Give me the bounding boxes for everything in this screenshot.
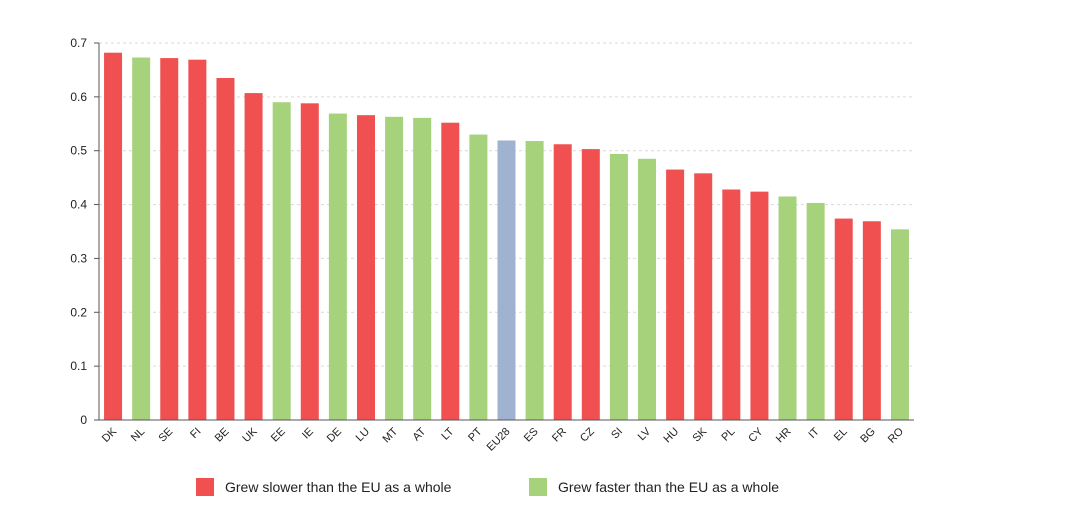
bar-pl [722, 189, 741, 420]
legend-label-faster: Grew faster than the EU as a whole [558, 479, 779, 495]
bar-fi [188, 59, 207, 421]
bar-de [328, 113, 347, 420]
x-tick-label: PL [719, 426, 737, 444]
legend-swatch-slower [196, 478, 214, 496]
y-tick-label: 0.3 [70, 251, 87, 265]
x-tick-label: IT [806, 425, 822, 441]
bar-bg [862, 221, 881, 420]
bar-ie [300, 103, 319, 420]
y-tick-label: 0.5 [70, 144, 87, 158]
x-tick-label: EL [832, 426, 850, 444]
legend: Grew slower than the EU as a whole Grew … [196, 478, 779, 496]
bar-fr [553, 144, 572, 420]
bar-cz [581, 149, 600, 420]
x-tick-label: UK [240, 425, 260, 445]
x-tick-label: HU [662, 426, 682, 446]
bar-se [160, 58, 179, 421]
bar-ro [890, 229, 909, 420]
x-tick-label: SK [690, 425, 709, 444]
x-tick-label: LV [636, 425, 654, 443]
x-tick-label: BG [858, 426, 878, 446]
y-tick-label: 0.6 [70, 90, 87, 104]
bar-uk [244, 93, 263, 420]
bar-eu28 [497, 140, 516, 420]
x-tick-label: ES [522, 426, 541, 445]
x-tick-label: SE [157, 426, 176, 445]
x-tick-label: LU [354, 426, 372, 444]
x-tick-label: CY [746, 425, 766, 445]
bar-sk [694, 173, 713, 420]
x-tick-label: EE [269, 426, 288, 445]
y-tick-label: 0.7 [70, 36, 87, 50]
x-tick-label: HR [774, 426, 794, 446]
y-axis: 0 0.1 0.2 0.3 0.4 0.5 0.6 0.7 [70, 36, 100, 427]
bar-ee [272, 102, 291, 420]
bar-lu [356, 115, 375, 420]
bar-lt [441, 122, 460, 421]
bar-nl [132, 57, 151, 420]
bar-hr [778, 196, 797, 420]
x-tick-label: FR [550, 426, 569, 445]
x-tick-label: DK [100, 425, 120, 445]
bar-dk [104, 52, 123, 421]
x-tick-label: MT [380, 425, 400, 445]
bar-si [609, 153, 628, 420]
bar-mt [385, 116, 404, 420]
bar-pt [469, 134, 488, 421]
y-tick-label: 0 [80, 413, 87, 427]
x-tick-label: AT [410, 425, 428, 443]
gridlines [99, 42, 914, 367]
x-tick-label: EU28 [485, 426, 513, 454]
x-tick-label: PT [466, 425, 485, 444]
bar-be [216, 78, 235, 420]
x-tick-label: DE [325, 426, 344, 445]
x-tick-label: FI [188, 426, 203, 441]
bar-es [525, 141, 544, 420]
x-tick-label: NL [129, 426, 147, 444]
bar-hu [666, 169, 685, 420]
legend-label-slower: Grew slower than the EU as a whole [225, 479, 452, 495]
bar-el [834, 218, 853, 420]
y-tick-label: 0.1 [70, 359, 87, 373]
y-tick-label: 0.4 [70, 198, 87, 212]
bar-lv [638, 158, 657, 421]
x-tick-label: IE [300, 426, 316, 442]
legend-swatch-faster [529, 478, 547, 496]
bar-at [413, 117, 432, 421]
x-tick-label: RO [886, 425, 906, 445]
y-tick-label: 0.2 [70, 305, 87, 319]
x-tick-label: LT [439, 425, 456, 442]
bar-it [806, 202, 825, 420]
bars [104, 52, 909, 421]
x-tick-label: BE [213, 426, 232, 445]
bar-cy [750, 191, 769, 420]
x-axis: DK NL SE FI BE UK EE IE DE LU MT AT LT PT EU28 ES FR CZ SI… [99, 419, 914, 454]
x-tick-label: CZ [578, 425, 597, 444]
x-tick-label: SI [609, 426, 625, 442]
